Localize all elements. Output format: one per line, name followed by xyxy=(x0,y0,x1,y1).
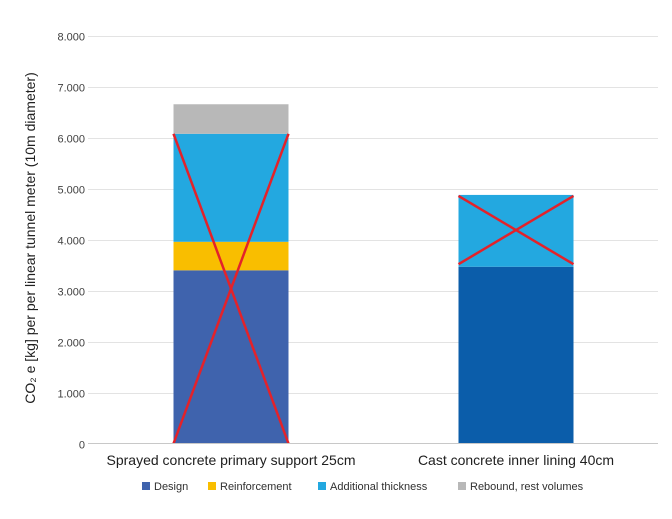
y-axis-ticks: 0 1.000 2.000 3.000 4.000 5.000 6.000 7.000 8.00… xyxy=(57,32,85,452)
cross-stroke xyxy=(457,194,575,266)
bar-segment-design xyxy=(173,270,289,444)
y-tick-label: 7.000 xyxy=(57,83,85,95)
y-tick-label: 4.000 xyxy=(57,236,85,248)
legend-swatch xyxy=(208,482,216,490)
legend: Design Reinforcement Additional thickness R… xyxy=(142,481,584,493)
y-tick-label: 0 xyxy=(79,440,85,452)
bars xyxy=(173,104,574,444)
category-label: Sprayed concrete primary support 25cm xyxy=(107,452,356,468)
legend-swatch xyxy=(318,482,326,490)
cross-marks xyxy=(172,133,575,444)
y-tick-label: 8.000 xyxy=(57,32,85,44)
legend-label: Rebound, rest volumes xyxy=(470,481,584,493)
category-label: Cast concrete inner lining 40cm xyxy=(418,452,614,468)
legend-swatch xyxy=(458,482,466,490)
bar-segment-design xyxy=(458,266,574,444)
legend-label: Reinforcement xyxy=(220,481,292,493)
y-tick-label: 1.000 xyxy=(57,389,85,401)
bar-segment-reinforcement xyxy=(173,241,289,271)
y-axis-label: CO₂ e [kg] per per linear tunnel meter (… xyxy=(22,72,38,403)
y-tick-label: 5.000 xyxy=(57,185,85,197)
y-tick-label: 6.000 xyxy=(57,134,85,146)
y-tick-label: 2.000 xyxy=(57,338,85,350)
legend-swatch xyxy=(142,482,150,490)
category-labels: Sprayed concrete primary support 25cm Cas… xyxy=(107,452,615,468)
legend-label: Design xyxy=(154,481,188,493)
bar-segment-rebound-rest-volumes xyxy=(173,104,289,134)
cross-stroke xyxy=(172,133,290,444)
y-tick-label: 3.000 xyxy=(57,287,85,299)
bar-segment-additional-thickness xyxy=(173,133,289,242)
legend-label: Additional thickness xyxy=(330,481,428,493)
